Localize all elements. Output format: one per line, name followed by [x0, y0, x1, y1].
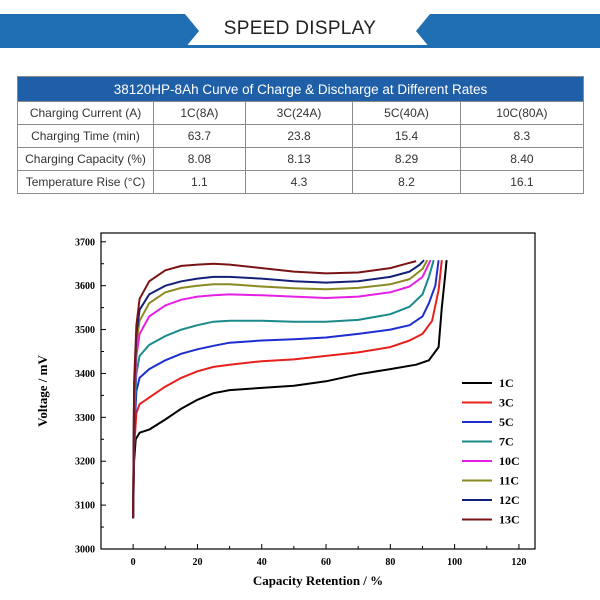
series-line-7c	[132, 259, 435, 519]
y-axis-title: Voltage / mV	[35, 355, 50, 427]
table-cell: 8.29	[352, 147, 461, 171]
table-cell: 10C(80A)	[459, 101, 585, 125]
table-cell: 1.1	[153, 170, 246, 194]
row-label: Temperature Rise (°C)	[17, 170, 154, 194]
legend-label: 1C	[499, 376, 514, 390]
table-cell: 16.1	[459, 170, 585, 194]
charge-spec-table: 38120HP-8Ah Curve of Charge & Discharge …	[17, 76, 585, 194]
table-cell: 5C(40A)	[352, 101, 461, 125]
legend-label: 5C	[499, 415, 514, 429]
banner-bar-right	[416, 14, 600, 48]
legend-label: 11C	[499, 474, 519, 488]
series-line-1c	[132, 260, 448, 519]
y-tick-label: 3300	[75, 413, 95, 424]
table-cell: 8.2	[352, 170, 461, 194]
table-cell: 63.7	[153, 124, 246, 148]
y-tick-label: 3500	[75, 325, 95, 336]
table-cell: 15.4	[352, 124, 461, 148]
y-tick-label: 3200	[75, 457, 95, 468]
legend-label: 13C	[499, 513, 520, 527]
legend-label: 3C	[499, 396, 514, 410]
series-line-11c	[132, 259, 429, 519]
x-axis-title: Capacity Retention / %	[253, 573, 383, 588]
y-tick-label: 3400	[75, 369, 95, 380]
y-tick-label: 3100	[75, 501, 95, 512]
x-tick-label: 40	[257, 557, 267, 568]
x-tick-label: 60	[321, 557, 331, 568]
table-row: Charging Time (min) 63.7 23.8 15.4 8.3	[17, 124, 585, 148]
banner-title: SPEED DISPLAY	[223, 18, 377, 39]
table-cell: 23.8	[244, 124, 354, 148]
series-line-13c	[132, 260, 417, 519]
row-label: Charging Capacity (%)	[17, 147, 154, 171]
charge-curve-chart: 3000 3100 3200 3300 3400 3500 3600 3700 0 20 40 60 8…	[35, 232, 536, 588]
x-tick-label: 120	[511, 557, 526, 568]
x-tick-label: 80	[385, 557, 395, 568]
table-cell: 8.40	[459, 147, 585, 171]
table-cell: 8.3	[459, 124, 585, 148]
table-title: 38120HP-8Ah Curve of Charge & Discharge …	[17, 76, 584, 102]
banner-bar-left	[0, 14, 199, 48]
table-row: Temperature Rise (°C) 1.1 4.3 8.2 16.1	[17, 170, 585, 194]
x-tick-label: 0	[131, 557, 136, 568]
legend-label: 10C	[499, 454, 520, 468]
table-cell: 4.3	[244, 170, 354, 194]
x-tick-label: 20	[192, 557, 202, 568]
series-line-3c	[132, 260, 443, 519]
y-tick-label: 3600	[75, 281, 95, 292]
y-tick-label: 3000	[75, 545, 95, 556]
table-row: Charging Capacity (%) 8.08 8.13 8.29 8.4…	[17, 147, 585, 171]
row-label: Charging Current (A)	[17, 101, 154, 125]
table-cell: 1C(8A)	[153, 101, 246, 125]
x-tick-label: 100	[447, 557, 462, 568]
table-cell: 8.08	[153, 147, 246, 171]
legend-label: 12C	[499, 493, 520, 507]
series-line-10c	[132, 259, 432, 519]
banner-underline	[0, 45, 600, 48]
y-tick-label: 3700	[75, 237, 95, 248]
series-line-5c	[132, 260, 440, 519]
table-cell: 3C(24A)	[244, 101, 354, 125]
table-row: Charging Current (A) 1C(8A) 3C(24A) 5C(4…	[17, 101, 585, 125]
legend-label: 7C	[499, 435, 514, 449]
section-banner: SPEED DISPLAY	[0, 14, 600, 48]
series-line-12c	[132, 259, 425, 519]
plot-frame	[100, 232, 536, 550]
table-cell: 8.13	[244, 147, 354, 171]
row-label: Charging Time (min)	[17, 124, 154, 148]
